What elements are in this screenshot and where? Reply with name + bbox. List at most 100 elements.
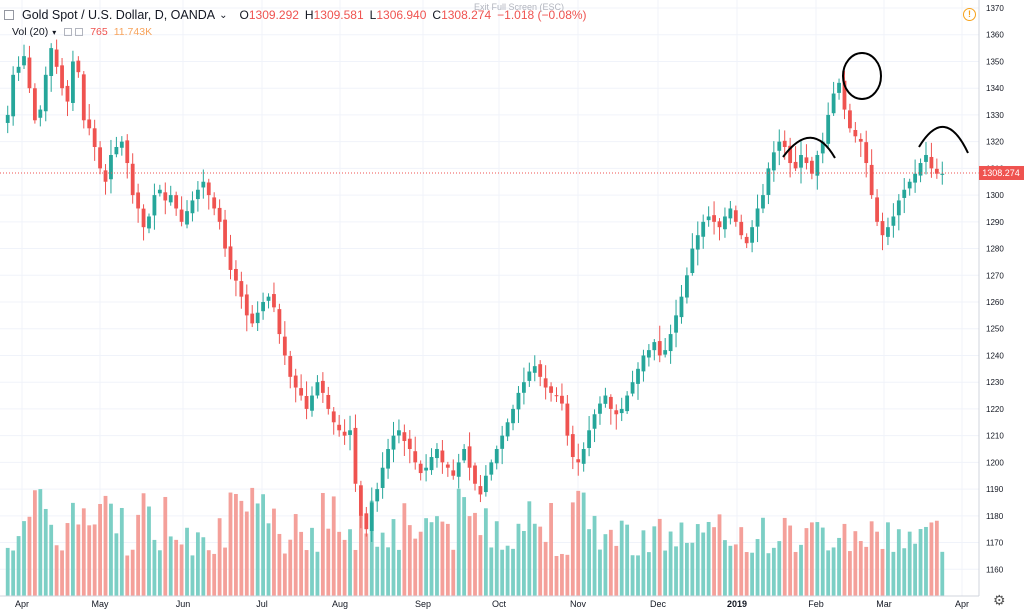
volume-label[interactable]: Vol (20) bbox=[12, 26, 49, 38]
candle-body bbox=[750, 227, 755, 243]
candle-body bbox=[505, 422, 510, 437]
candle-body bbox=[255, 312, 260, 324]
visibility-icon[interactable] bbox=[64, 28, 73, 36]
settings-icon[interactable] bbox=[75, 28, 84, 36]
candle-body bbox=[130, 163, 135, 196]
candle-body bbox=[842, 80, 847, 110]
candle-body bbox=[424, 467, 428, 471]
last-price-value: 1308.274 bbox=[982, 168, 1020, 178]
candle-body bbox=[712, 215, 716, 222]
volume-bar bbox=[522, 530, 526, 596]
candle-body bbox=[728, 208, 733, 219]
low-label: L bbox=[369, 8, 377, 22]
chevron-down-icon[interactable]: ⌄ bbox=[219, 9, 228, 21]
candle-body bbox=[934, 168, 939, 174]
candle-body bbox=[5, 114, 10, 123]
candle-body bbox=[733, 210, 738, 222]
volume-bar bbox=[342, 539, 347, 596]
candle-body bbox=[125, 140, 130, 164]
volume-bar bbox=[907, 531, 912, 596]
exit-fullscreen-hint[interactable]: Exit Full Screen (ESC) bbox=[474, 2, 565, 12]
candle-body bbox=[532, 366, 537, 373]
time-tick-label: Feb bbox=[808, 599, 824, 609]
candle-body bbox=[11, 74, 16, 117]
last-price-label: 1308.274 bbox=[979, 165, 1024, 180]
candle-body bbox=[81, 74, 86, 121]
candle-body bbox=[337, 424, 342, 431]
candle-body bbox=[147, 216, 151, 229]
volume-bar bbox=[98, 503, 102, 596]
candle-body bbox=[223, 219, 227, 249]
volume-bar bbox=[315, 551, 320, 596]
volume-bar bbox=[71, 502, 75, 596]
candle-body bbox=[60, 65, 64, 89]
volume-bar bbox=[641, 530, 646, 596]
volume-bar bbox=[940, 551, 945, 596]
volume-ma-value: 11.743K bbox=[113, 26, 153, 38]
volume-bar bbox=[717, 514, 722, 596]
candle-body bbox=[880, 221, 885, 236]
volume-bar bbox=[750, 552, 755, 596]
volume-bar bbox=[869, 521, 874, 596]
volume-bar bbox=[685, 542, 689, 596]
candle-body bbox=[657, 341, 662, 356]
candle-body bbox=[429, 457, 434, 471]
volume-bar bbox=[141, 493, 146, 596]
candle-body bbox=[114, 146, 119, 155]
chevron-down-icon[interactable]: ▾ bbox=[52, 27, 57, 37]
volume-value: 765 bbox=[90, 26, 108, 38]
volume-bar bbox=[331, 496, 336, 596]
last-price-badge bbox=[979, 165, 1024, 180]
candle-body bbox=[576, 459, 581, 463]
candle-body bbox=[527, 371, 532, 381]
collapse-icon[interactable] bbox=[4, 10, 14, 20]
candle-body bbox=[342, 431, 347, 436]
volume-bar bbox=[337, 531, 342, 596]
candle-body bbox=[87, 119, 92, 129]
price-tick-label: 1300 bbox=[986, 191, 1004, 200]
volume-bar bbox=[16, 536, 21, 596]
volume-bar bbox=[630, 555, 635, 596]
candle-body bbox=[288, 356, 293, 377]
price-tick-label: 1230 bbox=[986, 378, 1004, 387]
candle-body bbox=[190, 200, 195, 214]
volume-bar bbox=[326, 528, 331, 596]
warning-icon[interactable]: ! bbox=[963, 8, 976, 21]
volume-bar bbox=[407, 525, 412, 596]
volume-bar bbox=[619, 520, 624, 596]
volume-bar bbox=[505, 545, 510, 596]
volume-bar bbox=[293, 514, 298, 596]
candle-body bbox=[641, 355, 646, 372]
volume-bar bbox=[304, 550, 309, 596]
volume-bar bbox=[886, 522, 890, 596]
price-tick-label: 1240 bbox=[986, 351, 1004, 360]
candle-body bbox=[896, 200, 901, 216]
candle-body bbox=[386, 449, 390, 469]
volume-bar bbox=[424, 518, 428, 596]
volume-bar bbox=[5, 547, 10, 596]
volume-bar bbox=[527, 501, 532, 596]
volume-bar bbox=[478, 535, 483, 596]
volume-bar bbox=[54, 545, 59, 596]
gear-icon[interactable]: ⚙ bbox=[993, 592, 1006, 608]
volume-bar bbox=[190, 555, 195, 596]
candle-body bbox=[695, 235, 700, 250]
volume-bar bbox=[880, 548, 885, 596]
candle-body bbox=[924, 155, 928, 162]
price-tick-label: 1290 bbox=[986, 218, 1004, 227]
time-axis: Apr May Jun Jul Aug Sep Oct Nov Dec 2019 Feb Mar Apr bbox=[15, 599, 969, 609]
symbol-title[interactable]: Gold Spot / U.S. Dollar, D, OANDA bbox=[22, 8, 216, 22]
candle-body bbox=[543, 378, 548, 388]
volume-bar bbox=[674, 546, 678, 596]
volume-bar bbox=[130, 549, 135, 596]
volume-bar bbox=[690, 542, 695, 596]
candle-body bbox=[76, 60, 81, 73]
candle-body bbox=[413, 451, 418, 463]
volume-bar bbox=[549, 503, 553, 596]
volume-bar bbox=[516, 523, 521, 596]
candle-body bbox=[397, 430, 401, 436]
candle-body bbox=[598, 403, 602, 414]
volume-bar bbox=[81, 508, 86, 596]
volume-bar bbox=[614, 545, 619, 596]
